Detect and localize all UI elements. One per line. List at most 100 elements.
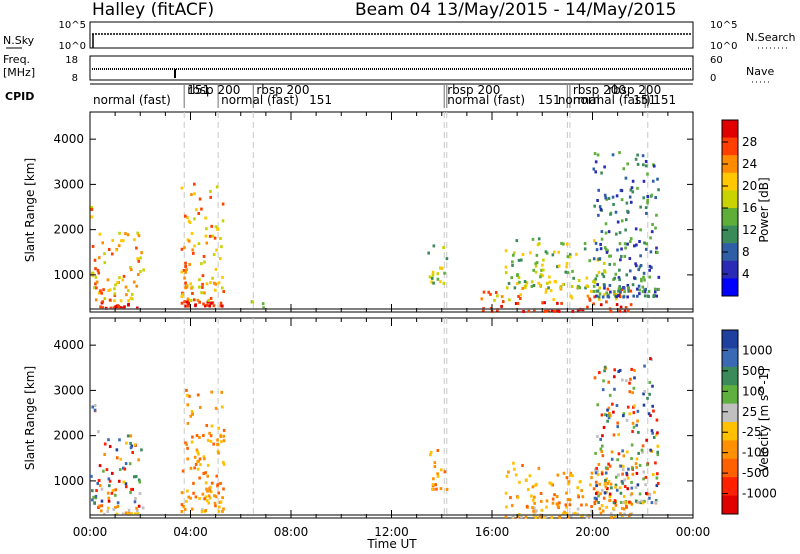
range-cell: [186, 403, 190, 407]
range-cell: [651, 384, 654, 388]
cpid-segment-label: rbsp 200: [187, 83, 240, 97]
range-cell: [569, 514, 573, 518]
range-cell: [127, 508, 131, 512]
range-cell: [636, 419, 639, 423]
range-cell: [594, 480, 598, 484]
range-cell: [621, 464, 625, 468]
range-cell: [596, 473, 600, 477]
range-cell: [127, 289, 130, 293]
range-cell: [113, 287, 116, 291]
range-cell: [211, 276, 214, 280]
range-cell: [551, 497, 555, 501]
range-cell: [108, 298, 112, 302]
range-cell: [124, 285, 128, 289]
range-cell: [617, 276, 621, 280]
range-cell: [97, 256, 101, 260]
colorbar-tick-label: 20: [742, 179, 757, 193]
range-cell: [204, 216, 207, 220]
range-cell: [613, 292, 616, 296]
range-cell: [205, 303, 209, 307]
range-cell: [618, 368, 622, 372]
range-cell: [191, 435, 194, 439]
range-cell: [571, 512, 575, 516]
range-cell: [190, 507, 194, 511]
range-cell: [615, 488, 619, 492]
range-cell: [197, 452, 200, 456]
range-cell: [208, 431, 211, 435]
range-cell: [180, 270, 184, 274]
range-cell: [606, 486, 609, 490]
x-tick-label: 04:00: [173, 525, 208, 539]
y-tick-label: 4000: [53, 132, 84, 146]
range-cell: [537, 242, 541, 246]
range-cell: [608, 492, 612, 496]
range-cell: [568, 253, 572, 257]
range-cell: [624, 218, 628, 222]
range-cell: [615, 293, 619, 297]
range-cell: [612, 202, 615, 206]
range-cell: [595, 274, 599, 278]
range-cell: [513, 467, 516, 471]
range-cell: [197, 242, 201, 246]
range-cell: [210, 390, 214, 394]
range-cell: [651, 473, 655, 477]
range-cell: [204, 234, 208, 238]
range-cell: [630, 186, 634, 190]
range-cell: [565, 491, 568, 495]
range-cell: [210, 424, 214, 428]
range-cell: [633, 276, 636, 280]
range-cell: [221, 275, 224, 279]
range-cell: [132, 280, 136, 284]
range-cell: [613, 276, 617, 280]
range-cell: [624, 176, 628, 180]
range-cell: [600, 230, 604, 234]
range-cell: [636, 162, 640, 166]
range-cell: [603, 165, 606, 169]
range-cell: [131, 450, 134, 454]
range-cell: [537, 466, 541, 470]
range-cell: [612, 433, 616, 437]
range-cell: [532, 283, 536, 287]
range-cell: [571, 269, 574, 273]
range-cell: [604, 471, 608, 475]
range-cell: [121, 239, 125, 243]
range-cell: [193, 217, 196, 221]
range-cell: [602, 496, 606, 500]
range-cell: [543, 301, 546, 305]
range-cell: [626, 283, 630, 287]
range-cell: [601, 272, 604, 276]
range-cell: [550, 515, 554, 519]
range-cell: [584, 286, 587, 290]
range-cell: [593, 496, 597, 500]
range-cell: [597, 213, 600, 217]
range-cell: [214, 504, 217, 508]
range-cell: [643, 294, 647, 298]
range-cell: [644, 159, 648, 163]
range-cell: [216, 227, 219, 231]
colorbar-swatch: [722, 385, 738, 405]
range-cell: [593, 295, 596, 299]
range-cell: [641, 154, 645, 158]
range-cell: [556, 265, 559, 269]
range-cell: [534, 270, 538, 274]
range-cell: [102, 469, 105, 473]
range-cell: [628, 269, 632, 273]
range-cell: [623, 485, 627, 489]
range-cell: [221, 304, 224, 308]
range-cell: [522, 309, 525, 313]
range-cell: [650, 429, 654, 433]
range-cell: [209, 296, 213, 300]
colorbar-swatch: [722, 403, 738, 423]
range-cell: [579, 480, 582, 484]
range-cell: [192, 298, 196, 302]
range-cell: [135, 506, 138, 510]
range-cell: [214, 288, 217, 292]
range-cell: [631, 283, 635, 287]
range-cell: [612, 501, 616, 505]
range-cell: [137, 478, 141, 482]
range-cell: [523, 284, 527, 288]
range-cell: [646, 198, 649, 202]
range-cell: [605, 300, 608, 304]
range-cell: [203, 260, 206, 264]
range-cell: [130, 292, 134, 296]
